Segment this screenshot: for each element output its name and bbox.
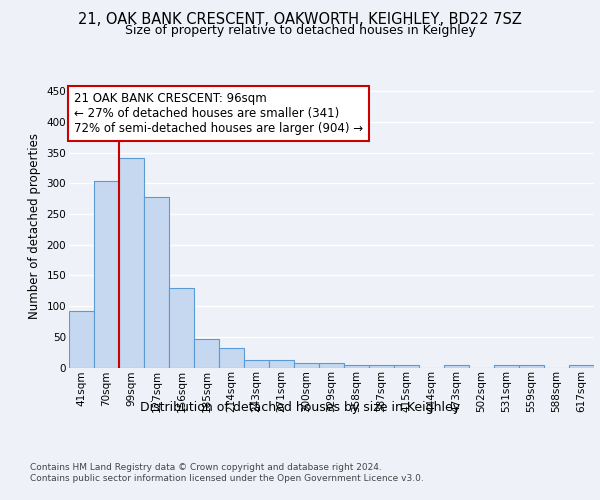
- Bar: [444, 365, 469, 368]
- Bar: [144, 197, 169, 368]
- Bar: [569, 365, 594, 368]
- Text: Contains public sector information licensed under the Open Government Licence v3: Contains public sector information licen…: [30, 474, 424, 483]
- Text: 21, OAK BANK CRESCENT, OAKWORTH, KEIGHLEY, BD22 7SZ: 21, OAK BANK CRESCENT, OAKWORTH, KEIGHLE…: [78, 12, 522, 28]
- Bar: [219, 348, 244, 368]
- Bar: [394, 365, 419, 368]
- Text: Size of property relative to detached houses in Keighley: Size of property relative to detached ho…: [125, 24, 475, 37]
- Y-axis label: Number of detached properties: Number of detached properties: [28, 133, 41, 320]
- Bar: [244, 360, 269, 368]
- Bar: [369, 365, 394, 368]
- Bar: [194, 338, 219, 368]
- Text: Distribution of detached houses by size in Keighley: Distribution of detached houses by size …: [140, 401, 460, 414]
- Bar: [119, 158, 144, 368]
- Bar: [69, 311, 94, 368]
- Bar: [344, 365, 369, 368]
- Bar: [269, 360, 294, 368]
- Bar: [94, 182, 119, 368]
- Bar: [169, 288, 194, 368]
- Text: Contains HM Land Registry data © Crown copyright and database right 2024.: Contains HM Land Registry data © Crown c…: [30, 462, 382, 471]
- Bar: [519, 365, 544, 368]
- Bar: [319, 362, 344, 368]
- Text: 21 OAK BANK CRESCENT: 96sqm
← 27% of detached houses are smaller (341)
72% of se: 21 OAK BANK CRESCENT: 96sqm ← 27% of det…: [74, 92, 363, 136]
- Bar: [294, 362, 319, 368]
- Bar: [494, 365, 519, 368]
